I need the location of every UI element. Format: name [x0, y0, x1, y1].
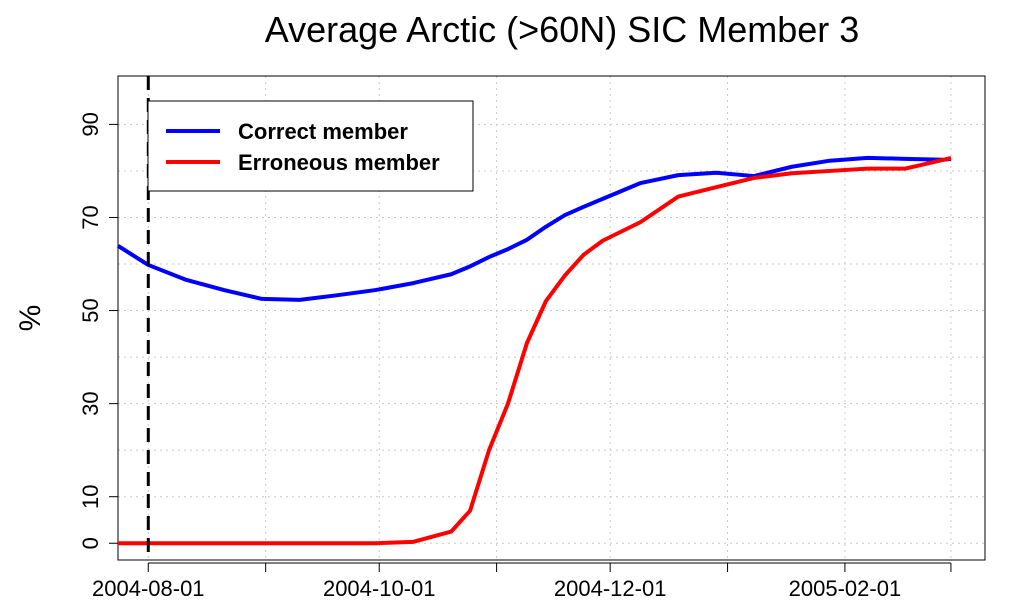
y-tick-label: 70	[78, 205, 103, 229]
legend-label: Correct member	[238, 119, 408, 144]
legend-box	[147, 100, 474, 192]
x-tick-label: 2004-12-01	[554, 576, 667, 601]
plot-frame	[117, 75, 986, 561]
y-tick-label: 10	[78, 484, 103, 508]
y-axis-label: %	[14, 305, 47, 332]
series-line	[118, 155, 952, 546]
y-tick-label: 50	[78, 298, 103, 322]
legend-label: Erroneous member	[238, 150, 440, 175]
series-line	[116, 155, 952, 302]
y-tick-label: 30	[78, 391, 103, 415]
x-tick-label: 2004-08-01	[92, 576, 205, 601]
y-tick-label: 90	[78, 112, 103, 136]
x-tick-label: 2005-02-01	[789, 576, 902, 601]
chart-title: Average Arctic (>60N) SIC Member 3	[265, 9, 860, 50]
x-tick-label: 2004-10-01	[323, 576, 436, 601]
y-tick-label: 0	[78, 537, 103, 549]
